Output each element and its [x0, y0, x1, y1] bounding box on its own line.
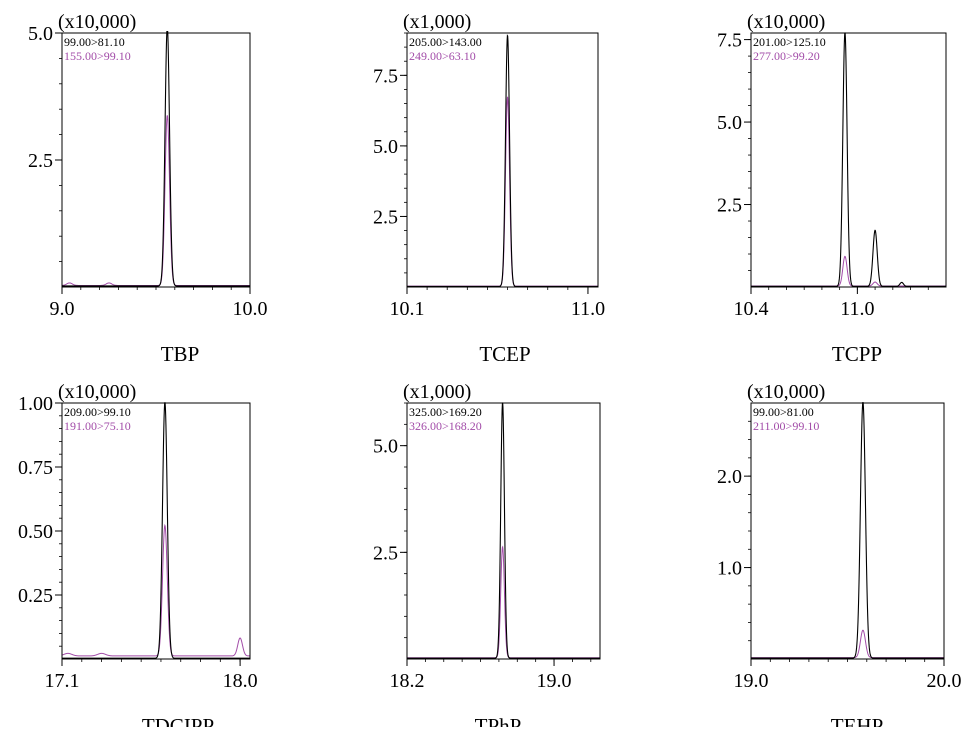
y-tick-label: 7.5: [373, 65, 398, 87]
scale-multiplier-label: (x1,000): [403, 381, 471, 403]
y-tick-label: 1.00: [18, 393, 53, 415]
y-tick-label: 5.0: [717, 112, 742, 134]
legend-entry-primary: 99.00>81.00: [753, 405, 814, 419]
scale-multiplier-label: (x1,000): [403, 11, 471, 33]
x-tick-label: 17.1: [45, 670, 80, 692]
y-tick-label: 5.0: [28, 23, 53, 45]
x-tick-label: 10.1: [390, 298, 425, 320]
series-trace-tcpp-qualifier: [751, 255, 946, 287]
compound-name-label: TPhP: [475, 714, 522, 727]
y-tick-label: 2.0: [717, 466, 742, 488]
y-tick-label: 7.5: [717, 30, 742, 52]
y-tick-label: 2.5: [373, 542, 398, 564]
compound-name-label: TDCIPP: [142, 714, 214, 727]
scale-multiplier-label: (x10,000): [747, 381, 825, 403]
series-trace-tehp-qualifier: [751, 629, 944, 659]
series-trace-tcpp-quantifier: [751, 32, 946, 287]
x-tick-label: 19.0: [734, 670, 769, 692]
x-tick-label: 20.0: [927, 670, 962, 692]
x-tick-label: 10.0: [233, 298, 268, 320]
series-trace-tcep-qualifier: [407, 96, 598, 287]
plot-frame: [406, 32, 599, 288]
x-tick-label: 18.0: [223, 670, 258, 692]
legend-entry-secondary: 155.00>99.10: [64, 49, 131, 63]
y-tick-label: 5.0: [373, 136, 398, 158]
y-tick-label: 5.0: [373, 436, 398, 458]
legend-entry-primary: 209.00>99.10: [64, 405, 131, 419]
series-trace-tbp-qualifier: [62, 115, 250, 286]
x-tick-label: 11.0: [571, 298, 605, 320]
series-trace-tphp-quantifier: [407, 402, 600, 659]
series-trace-tcep-quantifier: [407, 34, 598, 287]
y-tick-label: 2.5: [28, 150, 53, 172]
scale-multiplier-label: (x10,000): [58, 381, 136, 403]
y-tick-label: 2.5: [717, 195, 742, 217]
compound-name-label: TCPP: [832, 342, 882, 366]
x-tick-label: 10.4: [734, 298, 769, 320]
compound-name-label: TBP: [161, 342, 200, 366]
compound-name-label: TEHP: [831, 714, 884, 727]
y-tick-label: 2.5: [373, 206, 398, 228]
legend-entry-secondary: 191.00>75.10: [64, 419, 131, 433]
plot-frame: [750, 402, 945, 660]
y-tick-label: 1.0: [717, 558, 742, 580]
legend-entry-primary: 205.00>143.00: [409, 35, 482, 49]
x-tick-label: 9.0: [50, 298, 75, 320]
series-trace-tdcipp-quantifier: [62, 402, 250, 659]
legend-entry-secondary: 277.00>99.20: [753, 49, 820, 63]
plot-frame: [750, 32, 947, 288]
x-tick-label: 19.0: [537, 670, 572, 692]
x-tick-label: 18.2: [390, 670, 425, 692]
scale-multiplier-label: (x10,000): [58, 11, 136, 33]
y-tick-label: 0.50: [18, 521, 53, 543]
plot-frame: [61, 32, 251, 288]
series-trace-tehp-quantifier: [751, 401, 944, 659]
x-tick-label: 11.0: [840, 298, 874, 320]
series-trace-tbp-quantifier: [62, 31, 250, 287]
compound-name-label: TCEP: [479, 342, 530, 366]
legend-entry-primary: 99.00>81.10: [64, 35, 125, 49]
legend-entry-primary: 325.00>169.20: [409, 405, 482, 419]
y-tick-label: 0.75: [18, 457, 53, 479]
legend-entry-secondary: 249.00>63.10: [409, 49, 476, 63]
plot-frame: [61, 402, 251, 660]
series-trace-tdcipp-qualifier: [62, 523, 250, 657]
legend-entry-secondary: 326.00>168.20: [409, 419, 482, 433]
legend-entry-primary: 201.00>125.10: [753, 35, 826, 49]
legend-entry-secondary: 211.00>99.10: [753, 419, 819, 433]
y-tick-label: 0.25: [18, 585, 53, 607]
series-trace-tphp-qualifier: [407, 545, 600, 659]
scale-multiplier-label: (x10,000): [747, 11, 825, 33]
